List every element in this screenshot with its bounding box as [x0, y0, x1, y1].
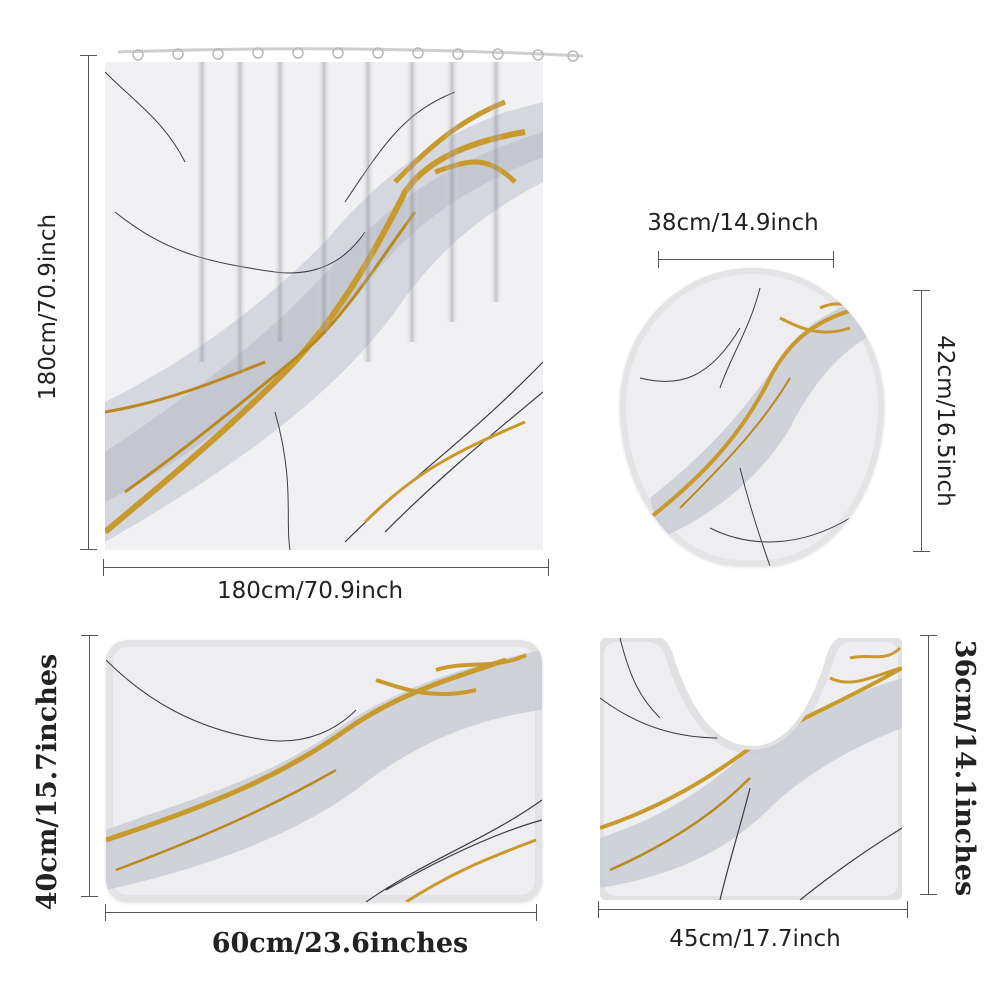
lid-width-tick-left	[658, 251, 659, 268]
lid-height-tick-bottom	[913, 551, 930, 552]
bath-mat-width-tick-left	[105, 904, 106, 921]
contour-mat-width-dimension-line	[598, 909, 908, 910]
curtain-width-dimension-line	[103, 567, 549, 568]
lid-height-dimension-line	[921, 290, 922, 552]
contour-mat	[600, 638, 902, 900]
contour-mat-height-dimension-line	[928, 635, 929, 895]
bath-mat-width-label: 60cm/23.6inches	[211, 928, 469, 959]
bath-mat-height-label: 40cm/15.7inches	[32, 653, 63, 911]
curtain-height-tick-top	[80, 55, 97, 56]
lid-width-dimension-line	[658, 259, 834, 260]
bath-mat-width-tick-right	[536, 904, 537, 921]
contour-mat-height-label: 36cm/14.1inches	[949, 639, 980, 897]
lid-width-tick-right	[833, 251, 834, 268]
contour-mat-height-tick-bottom	[920, 894, 937, 895]
shower-curtain	[105, 62, 543, 550]
curtain-height-dimension-line	[88, 55, 89, 549]
bath-mat-height-dimension-line	[89, 635, 90, 897]
curtain-height-tick-bottom	[80, 549, 97, 550]
bath-mat	[106, 640, 542, 902]
contour-mat-width-tick-left	[598, 901, 599, 918]
contour-mat-width-label: 45cm/17.7inch	[669, 926, 841, 952]
curtain-width-tick-right	[548, 559, 549, 576]
lid-height-tick-top	[913, 290, 930, 291]
lid-height-label: 42cm/16.5inch	[932, 335, 958, 507]
shower-curtain-rod	[117, 46, 584, 64]
curtain-width-tick-left	[103, 559, 104, 576]
contour-mat-width-tick-right	[907, 901, 908, 918]
curtain-height-label: 180cm/70.9inch	[35, 213, 61, 401]
contour-mat-height-tick-top	[920, 635, 937, 636]
bath-mat-height-tick-top	[81, 635, 98, 636]
lid-width-label: 38cm/14.9inch	[647, 210, 819, 236]
bath-mat-height-tick-bottom	[81, 896, 98, 897]
lid-cover	[620, 268, 884, 566]
curtain-width-label: 180cm/70.9inch	[216, 578, 404, 604]
bath-mat-width-dimension-line	[105, 912, 537, 913]
